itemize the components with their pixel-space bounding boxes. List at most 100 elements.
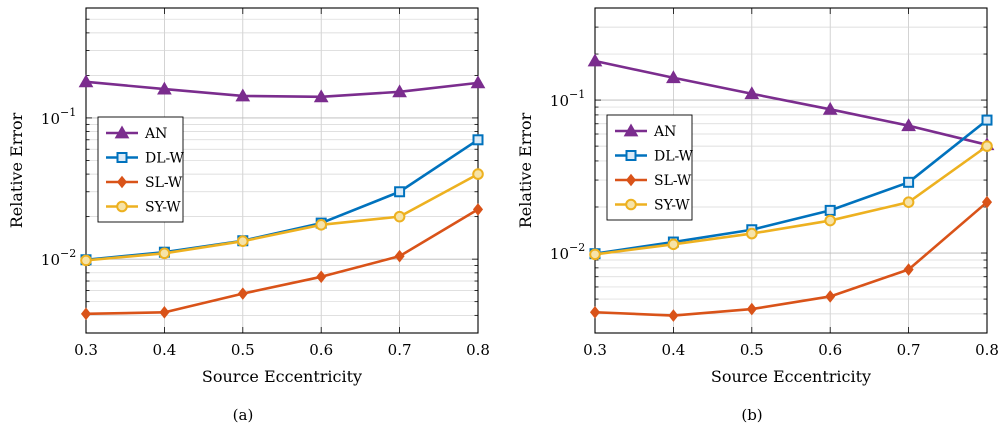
data-point — [315, 219, 328, 231]
data-point — [78, 74, 94, 88]
x-tick-label: 0.8 — [975, 341, 999, 359]
y-tick-label: 10 — [550, 245, 569, 263]
legend-marker — [623, 123, 639, 137]
legend-label: SL-W — [145, 175, 183, 191]
series-sy-w — [80, 168, 484, 267]
data-point — [470, 75, 486, 89]
series-line — [85, 80, 479, 99]
series-sy-w — [589, 140, 993, 261]
data-point — [901, 118, 916, 132]
data-point — [472, 168, 484, 180]
data-point — [589, 248, 601, 261]
legend-box — [97, 116, 184, 223]
legend: AN DL-W SL-W SY-W — [606, 114, 693, 221]
data-point — [313, 89, 329, 103]
data-point — [824, 204, 836, 216]
data-point — [316, 270, 327, 284]
legend-entry: AN — [106, 125, 167, 142]
series-line — [594, 59, 988, 147]
data-point — [824, 214, 837, 227]
x-tick-label: 0.8 — [466, 341, 490, 359]
y-tick-exponent: −1 — [569, 88, 585, 101]
x-tick-label: 0.5 — [231, 341, 255, 359]
y-axis-label: Relative Error — [516, 112, 535, 228]
x-tick-label: 0.6 — [309, 341, 333, 359]
data-point — [157, 81, 172, 95]
legend-label: SY-W — [654, 198, 690, 214]
data-point — [80, 307, 92, 321]
x-tick-label: 0.4 — [661, 341, 685, 359]
data-point — [235, 88, 251, 102]
series-line — [594, 201, 988, 317]
y-tick-label: 10 — [550, 92, 569, 110]
x-axis-label: Source Eccentricity — [202, 367, 362, 386]
data-point — [472, 203, 484, 216]
series-line — [594, 145, 988, 256]
data-point — [392, 84, 407, 98]
data-point — [80, 254, 92, 267]
x-tick-label: 0.6 — [818, 341, 842, 359]
legend-marker — [116, 175, 128, 189]
data-point — [825, 290, 836, 303]
data-point — [158, 247, 171, 260]
x-tick-label: 0.4 — [152, 341, 176, 359]
data-point — [902, 196, 915, 208]
x-tick-label: 0.7 — [897, 341, 921, 359]
y-tick-label: 10 — [41, 110, 60, 128]
x-tick-label: 0.5 — [740, 341, 764, 359]
legend-entry: AN — [615, 123, 676, 140]
y-tick-exponent: −1 — [60, 106, 76, 119]
legend-box — [606, 114, 693, 221]
legend-label: SY-W — [145, 200, 181, 216]
data-point — [668, 309, 679, 322]
legend-label: AN — [144, 126, 167, 142]
data-point — [981, 140, 993, 152]
legend-marker — [116, 200, 128, 213]
series-line — [594, 119, 988, 255]
data-point — [667, 238, 680, 251]
data-point — [903, 263, 914, 276]
x-tick-label: 0.3 — [583, 341, 607, 359]
data-point — [394, 186, 406, 198]
series-line — [85, 208, 479, 316]
caption-b: (b) — [741, 406, 762, 424]
legend-entry: DL-W — [106, 151, 184, 167]
data-point — [746, 227, 758, 240]
legend-entry: SL-W — [106, 175, 183, 191]
legend-label: AN — [653, 124, 676, 140]
legend-label: SL-W — [654, 173, 692, 189]
series-sl-w — [589, 195, 993, 322]
series-an — [78, 74, 486, 103]
data-point — [393, 210, 406, 223]
legend-entry: SL-W — [615, 173, 692, 189]
series-sl-w — [80, 203, 484, 321]
legend-marker — [114, 125, 130, 139]
y-tick-exponent: −2 — [569, 241, 585, 254]
legend-entry: SY-W — [615, 198, 690, 214]
data-point — [746, 302, 757, 316]
data-point — [237, 235, 249, 247]
x-axis-label: Source Eccentricity — [711, 367, 871, 386]
data-point — [744, 86, 760, 100]
legend: AN DL-W SL-W SY-W — [97, 116, 184, 223]
data-point — [159, 306, 170, 319]
data-point — [981, 114, 993, 126]
legend-marker — [625, 198, 637, 211]
caption-a: (a) — [233, 406, 254, 424]
legend-marker — [625, 173, 637, 187]
data-point — [237, 287, 248, 300]
data-point — [903, 176, 915, 188]
x-tick-label: 0.7 — [388, 341, 412, 359]
data-point — [981, 195, 993, 209]
data-point — [822, 101, 838, 115]
legend-label: DL-W — [145, 151, 184, 167]
legend-marker — [116, 152, 128, 163]
data-point — [589, 305, 601, 319]
y-tick-exponent: −2 — [60, 247, 76, 260]
x-tick-label: 0.3 — [74, 341, 98, 359]
legend-marker — [625, 150, 637, 161]
legend-label: DL-W — [654, 149, 693, 165]
